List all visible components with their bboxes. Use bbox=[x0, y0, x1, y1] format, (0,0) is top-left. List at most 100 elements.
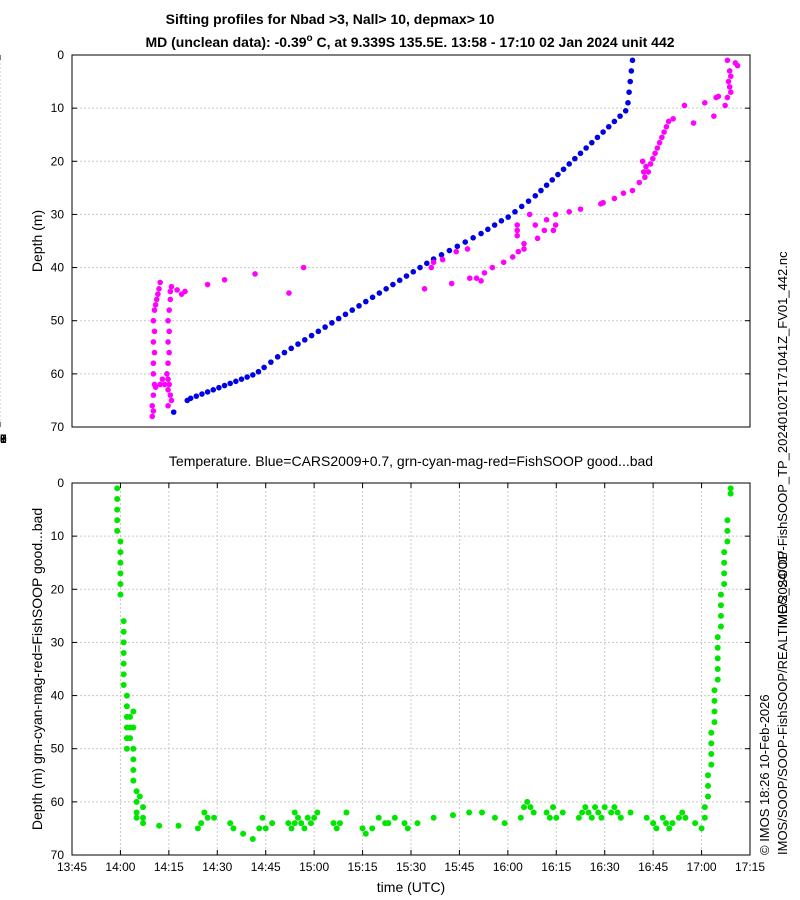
data-point bbox=[682, 814, 689, 821]
temperature-depth-plot: 25262728293031010203040506070Temperature… bbox=[0, 48, 751, 469]
data-point bbox=[120, 671, 127, 678]
data-point bbox=[130, 745, 137, 752]
data-point bbox=[164, 371, 170, 377]
data-point bbox=[721, 570, 728, 577]
data-series-1 bbox=[149, 57, 741, 420]
data-point bbox=[661, 129, 667, 135]
data-point bbox=[168, 397, 175, 404]
data-point bbox=[204, 281, 211, 288]
data-point bbox=[430, 814, 437, 821]
data-point bbox=[705, 782, 712, 789]
x-tick-label: 16:00 bbox=[493, 860, 523, 874]
y-tick-label: 0 bbox=[57, 476, 64, 490]
data-point bbox=[178, 291, 185, 297]
data-point bbox=[117, 570, 124, 577]
y-tick-label: 20 bbox=[51, 154, 65, 168]
data-point bbox=[449, 812, 456, 819]
data-point bbox=[473, 275, 480, 282]
data-point bbox=[114, 517, 121, 524]
data-point bbox=[342, 311, 349, 318]
data-point bbox=[550, 804, 557, 811]
data-point bbox=[559, 809, 566, 816]
data-point bbox=[291, 809, 298, 816]
data-point bbox=[304, 814, 311, 821]
data-point bbox=[521, 804, 527, 811]
data-point bbox=[385, 820, 392, 827]
data-point bbox=[650, 155, 656, 162]
data-point bbox=[136, 793, 143, 800]
data-point bbox=[240, 830, 247, 837]
data-point bbox=[552, 222, 559, 228]
data-point bbox=[404, 825, 411, 832]
data-point bbox=[713, 94, 719, 101]
data-point bbox=[117, 538, 124, 545]
x-tick-label: 27 bbox=[0, 432, 7, 446]
x-tick-label: 17:15 bbox=[735, 860, 765, 874]
title-degree-symbol: o bbox=[307, 33, 313, 44]
y-tick-label: 10 bbox=[51, 529, 65, 543]
data-point bbox=[322, 324, 328, 330]
data-point bbox=[721, 580, 728, 587]
data-point bbox=[114, 506, 121, 513]
data-point bbox=[627, 78, 634, 85]
data-point bbox=[151, 328, 158, 335]
x-tick-label: 16:30 bbox=[590, 860, 620, 874]
x-tick-label: 14:45 bbox=[251, 860, 281, 874]
data-point bbox=[330, 820, 337, 827]
data-point bbox=[150, 317, 157, 324]
data-point bbox=[204, 814, 211, 821]
data-point bbox=[221, 276, 228, 283]
y-tick-label: 70 bbox=[51, 848, 65, 862]
data-point bbox=[681, 102, 688, 109]
data-point bbox=[626, 89, 632, 95]
data-point bbox=[714, 676, 721, 683]
data-point bbox=[666, 825, 673, 832]
data-point bbox=[708, 751, 715, 758]
data-point bbox=[362, 830, 369, 837]
data-point bbox=[211, 814, 218, 821]
data-point bbox=[639, 158, 646, 165]
data-point bbox=[670, 115, 676, 122]
y-tick-label: 60 bbox=[51, 795, 65, 809]
data-point bbox=[717, 612, 724, 619]
data-point bbox=[150, 408, 157, 414]
data-point bbox=[198, 820, 205, 827]
data-point bbox=[711, 719, 718, 726]
y-tick-label: 50 bbox=[51, 742, 65, 756]
y-tick-label: 0 bbox=[57, 48, 64, 62]
data-point bbox=[705, 772, 712, 779]
y-tick-label: 70 bbox=[51, 420, 65, 434]
data-point bbox=[396, 277, 403, 284]
data-point bbox=[724, 527, 731, 534]
data-point bbox=[285, 820, 292, 827]
data-point bbox=[166, 381, 172, 388]
data-series-0 bbox=[114, 485, 734, 843]
data-point bbox=[168, 283, 175, 290]
data-point bbox=[690, 120, 697, 126]
data-point bbox=[175, 822, 182, 829]
data-point bbox=[727, 73, 734, 80]
data-point bbox=[500, 259, 507, 266]
title-line-2: MD (unclean data): -0.39o C, at 9.339S 1… bbox=[145, 33, 674, 50]
x-tick-label: 13:45 bbox=[57, 860, 87, 874]
data-point bbox=[541, 227, 548, 234]
data-point bbox=[601, 804, 608, 811]
data-point bbox=[123, 692, 130, 699]
data-point bbox=[262, 825, 269, 832]
data-point bbox=[199, 391, 205, 397]
data-point bbox=[582, 804, 589, 811]
data-point bbox=[117, 549, 124, 556]
data-point bbox=[549, 177, 556, 183]
data-point bbox=[462, 239, 469, 245]
data-point bbox=[390, 281, 396, 288]
data-point bbox=[515, 248, 522, 255]
x-tick-label: 15:00 bbox=[299, 860, 329, 874]
data-point bbox=[448, 280, 455, 287]
data-point bbox=[439, 256, 446, 263]
data-point bbox=[356, 303, 362, 309]
data-point bbox=[150, 339, 157, 345]
data-point bbox=[166, 328, 172, 335]
right-label-filename: IMOS_SOOP-FishSOOP_TP_20240102T171041Z_F… bbox=[775, 251, 790, 629]
x-tick-label: 29 bbox=[0, 432, 7, 446]
data-point bbox=[543, 216, 550, 223]
